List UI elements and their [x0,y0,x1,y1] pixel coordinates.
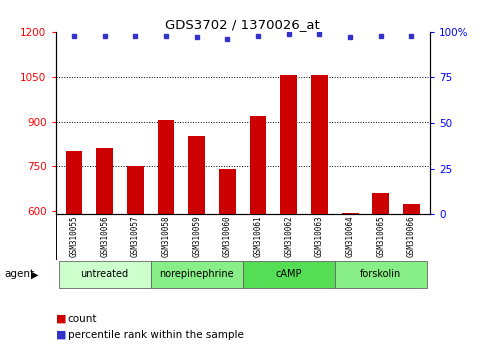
Bar [188,136,205,214]
FancyBboxPatch shape [151,261,243,288]
Bar [250,115,267,214]
Text: GSM310065: GSM310065 [376,216,385,257]
Bar [96,148,113,214]
Title: GDS3702 / 1370026_at: GDS3702 / 1370026_at [165,18,320,31]
Text: ■: ■ [56,330,66,339]
Text: percentile rank within the sample: percentile rank within the sample [68,330,243,339]
Text: GSM310063: GSM310063 [315,216,324,257]
Text: GSM310064: GSM310064 [346,216,355,257]
Bar [341,213,358,214]
Bar [311,75,328,214]
FancyBboxPatch shape [243,261,335,288]
Text: GSM310061: GSM310061 [254,216,263,257]
Bar [219,169,236,214]
Text: GSM310066: GSM310066 [407,216,416,257]
Text: ▶: ▶ [31,269,39,279]
Text: GSM310056: GSM310056 [100,216,109,257]
Text: forskolin: forskolin [360,269,401,279]
Text: norepinephrine: norepinephrine [159,269,234,279]
Text: count: count [68,314,97,324]
Bar [157,120,174,214]
Text: agent: agent [5,269,35,279]
Bar [66,152,83,214]
FancyBboxPatch shape [335,261,427,288]
Text: GSM310055: GSM310055 [70,216,78,257]
Text: ■: ■ [56,314,66,324]
Bar [372,193,389,214]
FancyBboxPatch shape [58,261,151,288]
Text: GSM310059: GSM310059 [192,216,201,257]
Text: cAMP: cAMP [275,269,302,279]
Bar [403,204,420,214]
Bar [127,166,144,214]
Text: GSM310057: GSM310057 [131,216,140,257]
Text: GSM310058: GSM310058 [161,216,170,257]
Text: GSM310062: GSM310062 [284,216,293,257]
Bar [280,75,297,214]
Text: untreated: untreated [81,269,128,279]
Text: GSM310060: GSM310060 [223,216,232,257]
